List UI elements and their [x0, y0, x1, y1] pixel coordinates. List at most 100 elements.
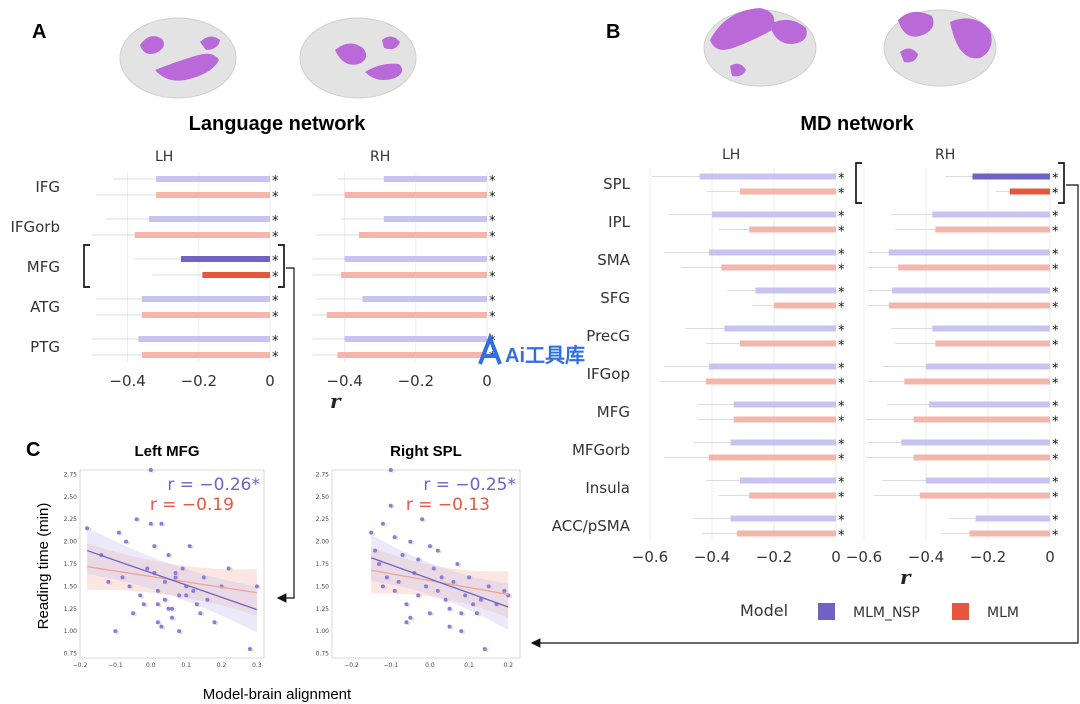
scatter-point-mlm-nsp [502, 588, 507, 593]
sig-star-lh-ifg-mlm-nsp: * [272, 174, 279, 189]
sig-star-rh-mfg-mlm: * [1052, 415, 1059, 430]
scatter-point-mlm-nsp [424, 584, 428, 589]
scatter-point-mlm-nsp [451, 579, 456, 584]
bar-rh-ifg-mlm-nsp [383, 176, 487, 182]
panel-letter-b: B [606, 21, 620, 43]
scatter-xtick-4: 0.2 [217, 662, 227, 669]
bar-rh-acc-psma-mlm-nsp [975, 515, 1050, 522]
sig-star-rh-sma-mlm: * [1052, 263, 1059, 278]
sig-star-lh-sfg-mlm: * [838, 301, 845, 316]
bar-rh-spl-mlm-nsp [972, 173, 1050, 180]
sig-star-lh-sma-mlm: * [838, 263, 845, 278]
bar-rh-insula-mlm [919, 492, 1050, 499]
scatter-title-right-spl: Right SPL [390, 443, 462, 460]
scatter-point-mlm-nsp [400, 553, 405, 558]
scatter-xaxis-title: Model-brain alignment [203, 686, 352, 703]
scatter-point-mlm-nsp [392, 588, 397, 593]
scatter-point-mlm-nsp [127, 584, 132, 589]
region-label-precg: PrecG [586, 327, 630, 345]
scatter-point-mlm-nsp [180, 566, 185, 571]
sig-star-lh-ifgop-mlm-nsp: * [838, 362, 845, 377]
sig-star-rh-ifgorb-mlm-nsp: * [489, 214, 496, 229]
highlight-bracket-right [278, 244, 285, 288]
hemi-label-lh: LH [722, 147, 740, 163]
sig-star-lh-ipl-mlm-nsp: * [838, 210, 845, 225]
language-network-title: Language network [189, 113, 367, 135]
left-mfg-scatter: Left MFG 0.75 1.00 1.25 1.50 1.75 2.00 2.25 2.50… [64, 443, 265, 669]
scatter-ytick-0: 0.75 [64, 651, 78, 658]
scatter-point-mlm-nsp [134, 517, 139, 522]
scatter-point-mlm-nsp [187, 544, 192, 549]
region-label-mfg: MFG [27, 258, 60, 276]
legend: Model MLM_NSP MLM [740, 601, 1019, 621]
sig-star-rh-atg-mlm: * [489, 310, 496, 325]
sig-star-rh-ifgorb-mlm: * [489, 230, 496, 245]
scatter-point-mlm-nsp [427, 544, 432, 549]
bar-lh-sfg-mlm-nsp [755, 287, 836, 294]
bar-lh-mfgorb-mlm [708, 454, 836, 461]
scatter-ytick-3: 1.50 [64, 583, 78, 590]
tick-rh-3: 0 [1045, 548, 1055, 566]
sig-star-lh-ptg-mlm: * [272, 350, 279, 365]
bar-rh-ifgorb-mlm-nsp [383, 216, 487, 222]
sig-star-rh-ifg-mlm-nsp: * [489, 174, 496, 189]
bar-lh-ptg-mlm [141, 352, 270, 358]
scatter-point-mlm-nsp [173, 570, 178, 575]
scatter-point-mlm-nsp [380, 584, 385, 589]
tick-lh-3: 0 [831, 548, 841, 566]
tick-rh-2: 0 [482, 372, 492, 390]
bar-rh-ifgop-mlm-nsp [926, 363, 1050, 370]
bar-lh-ifg-mlm [156, 192, 270, 198]
legend-label-mlm-nsp: MLM_NSP [853, 605, 920, 621]
scatter-point-mlm-nsp [471, 602, 475, 607]
highlight-bracket-left [855, 162, 862, 204]
scatter-point-mlm-nsp [166, 606, 171, 611]
watermark: Ai工具库 [478, 332, 585, 367]
scatter-point-mlm-nsp [373, 548, 378, 553]
scatter-frame [331, 469, 521, 659]
scatter-ytick-4: 1.75 [316, 561, 330, 568]
scatter-yaxis-title: Reading time (min) [35, 503, 52, 630]
scatter-point-mlm-nsp [377, 562, 381, 566]
scatter-point-mlm-nsp [145, 566, 150, 571]
scatter-point-mlm-nsp [427, 611, 432, 616]
sig-star-lh-ipl-mlm: * [838, 225, 845, 240]
scatter-frame [79, 469, 265, 659]
watermark-text: Ai工具库 [505, 343, 585, 367]
scatter-point-mlm-nsp [416, 557, 421, 562]
sig-star-lh-mfg-mlm: * [272, 270, 279, 285]
region-label-ifgop: IFGop [587, 365, 630, 383]
scatter-xtick-5: 0.3 [252, 662, 262, 669]
md-network-title: MD network [800, 113, 914, 135]
tick-lh-0: −0.4 [109, 372, 145, 390]
bar-rh-acc-psma-mlm [969, 530, 1050, 537]
sig-star-lh-ptg-mlm-nsp: * [272, 334, 279, 349]
scatter-point-mlm-nsp [408, 539, 413, 544]
scatter-point-mlm-nsp [416, 593, 421, 598]
scatter-point-mlm-nsp [459, 629, 464, 634]
scatter-point-mlm-nsp [85, 526, 90, 531]
sig-star-rh-precg-mlm: * [1052, 339, 1059, 354]
sig-star-rh-ifg-mlm: * [489, 190, 496, 205]
sig-star-lh-ifg-mlm: * [272, 190, 279, 205]
scatter-point-mlm-nsp [148, 521, 153, 526]
md-brain-left-illustration [703, 8, 817, 87]
bar-lh-insula-mlm [749, 492, 836, 499]
scatter-point-mlm-nsp [474, 611, 479, 616]
scatter-point-mlm-nsp [443, 597, 448, 602]
legend-title: Model [740, 601, 788, 620]
sig-star-rh-acc-psma-mlm: * [1052, 529, 1059, 544]
sig-star-rh-precg-mlm-nsp: * [1052, 324, 1059, 339]
bar-lh-spl-mlm [739, 188, 836, 195]
bar-rh-ifgop-mlm [904, 378, 1050, 385]
bar-lh-atg-mlm [141, 312, 270, 318]
region-label-ipl: IPL [608, 213, 630, 231]
sig-star-lh-acc-psma-mlm: * [838, 529, 845, 544]
region-label-sfg: SFG [600, 289, 630, 307]
highlight-bracket-left [83, 244, 90, 288]
scatter-xtick-2: 0.0 [425, 662, 435, 669]
scatter-xtick-2: 0.0 [146, 662, 156, 669]
bar-rh-atg-mlm-nsp [362, 296, 487, 302]
bar-rh-ptg-mlm [337, 352, 487, 358]
